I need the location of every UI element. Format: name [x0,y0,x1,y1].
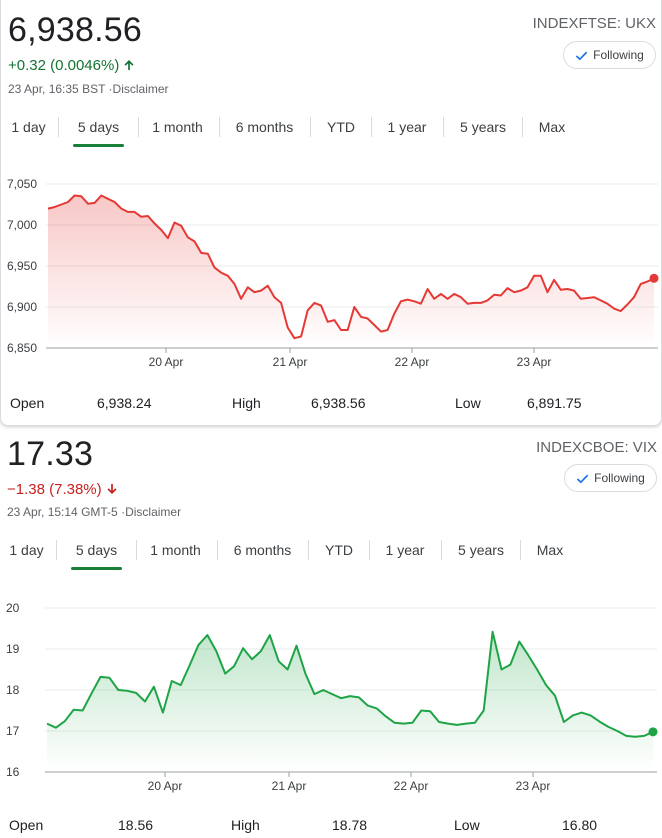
y-tick-label: 6,950 [7,259,37,273]
y-tick-label: 6,900 [7,300,37,314]
tab-divider [217,540,218,560]
last-price-point[interactable] [649,273,659,283]
series-area-fill [47,631,653,772]
range-tabs: 1 day 5 days 1 month 6 months YTD 1 year… [1,117,662,147]
following-button[interactable]: Following [564,464,657,492]
tab-divider [441,540,442,560]
arrow-down-icon [107,484,117,494]
series-line [47,194,655,340]
x-tick-label: 22 Apr [394,779,429,793]
tab-1-month[interactable]: 1 month [152,119,203,135]
last-price-point[interactable] [648,727,658,737]
following-button[interactable]: Following [563,41,656,69]
disclaimer-link[interactable]: Disclaimer [125,505,182,519]
price-change-text: −1.38 (7.38%) [7,481,102,498]
ftse-quote-card: 6,938.56 +0.32 (0.0046%) 23 Apr, 16:35 B… [0,0,662,426]
x-tick-label: 21 Apr [272,779,307,793]
tab-5-years[interactable]: 5 years [460,119,506,135]
tab-divider [522,117,523,137]
tab-5-days[interactable]: 5 days [73,117,124,147]
price-value: 6,938.56 [8,11,142,49]
vix-stats-row: Open 18.56 High 18.78 Low 16.80 [0,817,662,837]
active-tab-indicator [73,144,124,147]
tab-6-months[interactable]: 6 months [233,542,292,558]
y-tick-label: 16 [6,765,20,779]
y-tick-label: 19 [6,642,20,656]
high-value: 6,938.56 [311,395,366,411]
open-label: Open [10,395,45,411]
tab-divider [136,540,137,560]
vix-quote-card: 17.33 −1.38 (7.38%) 23 Apr, 15:14 GMT-5 … [0,427,662,838]
y-tick-label: 18 [6,683,20,697]
tab-1-day[interactable]: 1 day [11,119,46,135]
y-tick-label: 6,850 [7,341,37,355]
open-value: 6,938.24 [97,395,152,411]
quote-meta: 23 Apr, 16:35 BST ·Disclaimer [8,82,169,96]
vix-price-chart[interactable]: 16 17 18 19 20 20 Apr 21 Apr 22 Apr 23 Apr [0,594,662,794]
tab-1-month[interactable]: 1 month [150,542,201,558]
tab-1-day[interactable]: 1 day [9,542,44,558]
tab-divider [58,117,59,137]
high-value: 18.78 [332,817,368,833]
ticker-symbol: INDEXFTSE: UKX [532,15,656,32]
low-label: Low [455,395,481,411]
tab-divider [443,117,444,137]
price-change: +0.32 (0.0046%) [8,57,135,75]
y-tick-label: 7,000 [7,218,37,232]
check-icon [575,51,588,60]
tab-6-months[interactable]: 6 months [235,119,294,135]
ftse-stats-row: Open 6,938.24 High 6,938.56 Low 6,891.75 [1,395,662,415]
x-tick-label: 21 Apr [273,355,308,369]
check-icon [576,474,589,483]
series-line [46,630,654,738]
y-tick-label: 20 [6,601,20,615]
low-value: 6,891.75 [527,395,582,411]
active-tab-indicator [71,567,122,570]
ticker-symbol: INDEXCBOE: VIX [536,439,657,456]
tab-5-days[interactable]: 5 days [71,540,122,570]
timestamp: 23 Apr, 15:14 GMT-5 [7,505,118,519]
y-tick-label: 7,050 [7,177,37,191]
tab-divider [520,540,521,560]
tab-1-year[interactable]: 1 year [387,119,427,135]
tab-max[interactable]: Max [536,542,564,558]
timestamp: 23 Apr, 16:35 BST [8,82,106,96]
tab-5-years[interactable]: 5 years [458,542,504,558]
tab-divider [138,117,139,137]
price-change: −1.38 (7.38%) [7,481,118,499]
ftse-price-chart[interactable]: 6,850 6,900 6,950 7,000 7,050 20 Apr 21 Apr 22 … [1,170,662,370]
open-label: Open [9,817,44,833]
high-label: High [231,817,260,833]
x-tick-label: 23 Apr [516,779,551,793]
low-label: Low [454,817,480,833]
tab-divider [369,540,370,560]
high-label: High [232,395,261,411]
tab-ytd[interactable]: YTD [325,542,353,558]
open-value: 18.56 [118,817,154,833]
following-label: Following [593,48,644,62]
quote-meta: 23 Apr, 15:14 GMT-5 ·Disclaimer [7,505,182,519]
tab-divider [371,117,372,137]
tab-divider [310,117,311,137]
range-tabs: 1 day 5 days 1 month 6 months YTD 1 year… [0,540,662,570]
x-tick-label: 20 Apr [149,355,184,369]
price-change-text: +0.32 (0.0046%) [8,57,120,74]
x-tick-label: 20 Apr [148,779,183,793]
x-tick-label: 23 Apr [517,355,552,369]
y-tick-label: 17 [6,724,20,738]
x-tick-label: 22 Apr [395,355,430,369]
tab-divider [219,117,220,137]
tab-ytd[interactable]: YTD [327,119,355,135]
low-value: 16.80 [562,817,598,833]
disclaimer-link[interactable]: Disclaimer [112,82,169,96]
arrow-up-icon [124,60,134,70]
tab-max[interactable]: Max [538,119,566,135]
series-area-fill [48,195,654,348]
following-label: Following [594,471,645,485]
price-value: 17.33 [7,435,94,473]
tab-1-year[interactable]: 1 year [385,542,425,558]
tab-divider [56,540,57,560]
tab-divider [308,540,309,560]
